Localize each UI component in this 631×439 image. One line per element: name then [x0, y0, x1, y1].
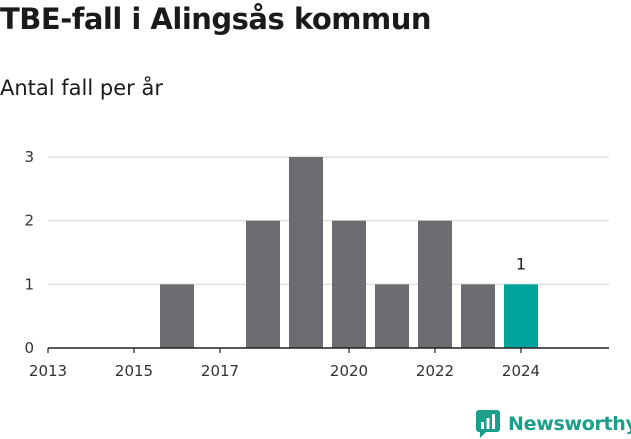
bars	[160, 157, 538, 348]
x-tick-label: 2013	[29, 362, 67, 380]
y-tick-label: 0	[24, 339, 34, 357]
x-tick-label: 2017	[201, 362, 239, 380]
y-tick-label: 1	[24, 275, 34, 293]
bar-2020	[332, 220, 366, 348]
chart-title: TBE-fall i Alingsås kommun	[0, 2, 432, 36]
y-tick-label: 3	[24, 148, 34, 166]
newsworthy-logo-icon	[476, 410, 500, 438]
x-tick-label: 2024	[502, 362, 540, 380]
bar-2021	[375, 284, 409, 348]
bar-2023	[461, 284, 495, 348]
bar-2018	[246, 220, 280, 348]
y-tick-label: 2	[24, 212, 34, 230]
chart-subtitle: Antal fall per år	[0, 76, 163, 100]
bar-2016	[160, 284, 194, 348]
bar-2022	[418, 220, 452, 348]
data-label-2024: 1	[516, 254, 526, 273]
x-tick-label: 2022	[416, 362, 454, 380]
bar-chart: 0 1 2 3 2013 2015 2017 2020 2022 2024 1	[24, 148, 609, 380]
brand-name: Newsworthy	[508, 413, 631, 435]
x-tick-label: 2020	[330, 362, 368, 380]
axes: 0 1 2 3 2013 2015 2017 2020 2022 2024	[24, 148, 609, 380]
x-tick-label: 2015	[115, 362, 153, 380]
bar-2024	[504, 284, 538, 348]
bar-2019	[289, 157, 323, 348]
data-labels: 1	[516, 254, 526, 273]
newsworthy-logo[interactable]: Newsworthy	[476, 409, 631, 439]
